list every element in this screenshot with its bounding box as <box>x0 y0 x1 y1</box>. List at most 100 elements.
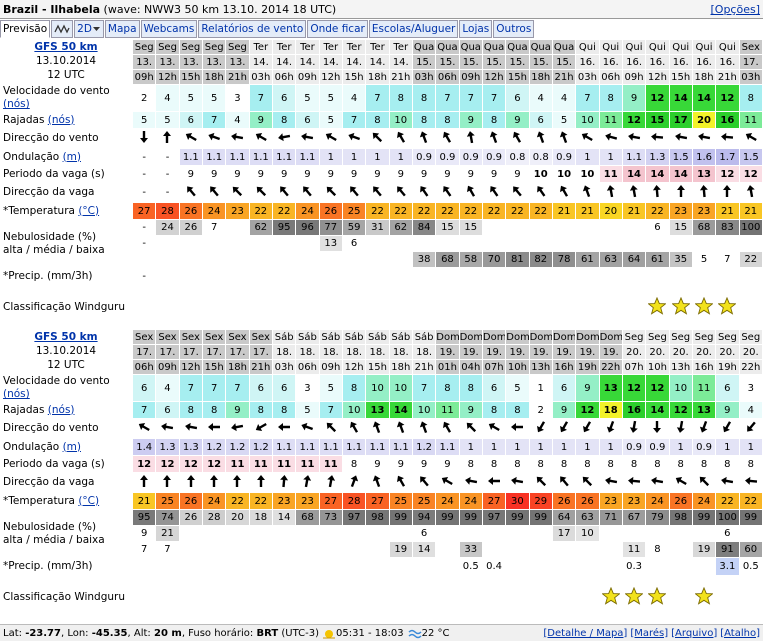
arrow-shape <box>604 132 617 141</box>
rating-cell <box>296 576 320 620</box>
time-header: Seg <box>692 330 717 345</box>
value-cell: 13 <box>692 166 717 183</box>
value-cell: 23 <box>599 493 623 510</box>
value-cell <box>576 268 600 286</box>
unit-link[interactable]: (m) <box>62 440 81 453</box>
tab[interactable]: Previsão <box>0 20 51 38</box>
direction-arrow <box>373 421 381 434</box>
time-header: 19h <box>576 360 600 375</box>
rating-star <box>600 586 621 605</box>
value-cell <box>412 236 437 252</box>
arrow-shape <box>466 131 475 144</box>
unit-link[interactable]: (°C) <box>78 494 100 507</box>
direction-arrow <box>606 420 615 433</box>
value-cell: 6 <box>296 112 320 129</box>
value-cell: 11 <box>599 112 623 129</box>
value-cell <box>156 268 180 286</box>
value-cell <box>226 252 250 268</box>
value-cell: 100 <box>739 220 763 236</box>
value-cell <box>552 419 577 439</box>
value-cell: - <box>133 149 157 166</box>
value-cell <box>436 419 460 439</box>
tab[interactable]: Onde ficar <box>307 20 368 38</box>
value-cell: 26 <box>319 203 343 220</box>
arrow-shape <box>560 476 569 487</box>
time-header: 17. <box>739 55 763 70</box>
lon-label: , Lon: <box>60 627 89 639</box>
footer-link[interactable]: [Marés] <box>630 627 669 639</box>
value-cell <box>249 268 273 286</box>
value-cell: - <box>133 268 157 286</box>
direction-arrow <box>629 185 638 198</box>
time-header: 09h <box>133 70 157 85</box>
unit-link[interactable]: (nós) <box>3 388 30 400</box>
time-header: 16. <box>646 55 670 70</box>
arrow-shape <box>278 423 291 431</box>
footer-link[interactable]: [Detalhe / Mapa] <box>543 627 628 639</box>
value-cell <box>249 236 273 252</box>
value-cell <box>506 236 530 252</box>
row-label-text: Direcção do vento <box>3 132 99 144</box>
time-header: Qui <box>576 40 600 55</box>
value-cell: 0.9 <box>482 149 507 166</box>
rating-cell <box>506 286 530 330</box>
rating-cell <box>226 576 250 620</box>
value-cell <box>436 526 460 542</box>
tab[interactable]: Mapa <box>104 20 140 38</box>
arrow-shape <box>255 133 267 142</box>
tab[interactable]: Outros <box>493 20 535 38</box>
value-cell: 1 <box>529 375 553 402</box>
value-cell: 1.1 <box>202 149 227 166</box>
row-label: Nebulosidade (%) alta / média / baixa <box>0 220 133 268</box>
direction-arrow <box>464 476 477 485</box>
value-cell: 1.7 <box>716 149 740 166</box>
tab[interactable]: Escolas/Aluguer <box>368 20 459 38</box>
value-cell <box>366 542 390 558</box>
unit-link[interactable]: (°C) <box>78 204 100 217</box>
value-cell <box>576 183 600 203</box>
value-cell <box>179 419 203 439</box>
data-row: Periodo da vaga (s) 12 12 12 12 11 11 11 11 11 8 9 9… <box>0 456 763 473</box>
value-cell: 38 <box>412 252 437 268</box>
value-cell <box>412 558 437 576</box>
unit-link[interactable]: (nós) <box>3 98 30 110</box>
tab[interactable]: Relatórios de vento <box>198 20 307 38</box>
model-link[interactable]: GFS 50 km <box>34 41 98 53</box>
unit-link[interactable]: (nós) <box>47 403 75 416</box>
rating-cell <box>272 286 297 330</box>
value-cell: 24 <box>156 220 180 236</box>
arrow-shape <box>511 476 524 485</box>
footer-link[interactable]: [Atalho] <box>720 627 760 639</box>
value-cell: 23 <box>669 203 693 220</box>
header-row: 13. 13. 13. 13. 13. 14. 14. 14. 14. 14. 14. 14. 15. 1… <box>0 55 763 70</box>
time-header: 12h <box>482 70 507 85</box>
unit-link[interactable]: (m) <box>62 150 81 163</box>
arrow-shape <box>653 421 662 433</box>
direction-arrow <box>233 186 243 197</box>
value-cell <box>506 419 530 439</box>
tab[interactable]: Webcams <box>140 20 198 38</box>
direction-arrow <box>419 421 428 434</box>
tab-label: 2D <box>77 23 92 35</box>
value-cell: 63 <box>576 510 600 526</box>
value-cell: 1 <box>599 149 623 166</box>
rating-cell <box>156 576 180 620</box>
footer-link[interactable]: [Arquivo] <box>671 627 718 639</box>
value-cell: 6 <box>249 375 273 402</box>
direction-arrow <box>744 476 757 485</box>
value-cell <box>272 183 297 203</box>
time-header: 15. <box>529 55 553 70</box>
chart-icon-tab[interactable] <box>51 20 74 38</box>
tab[interactable]: 2D <box>74 20 104 38</box>
model-link[interactable]: GFS 50 km <box>34 331 98 343</box>
options-link[interactable]: [Opções] <box>710 3 761 16</box>
value-cell <box>669 558 693 576</box>
rating-cell <box>249 286 273 330</box>
tab[interactable]: Lojas <box>459 20 493 38</box>
unit-link[interactable]: (nós) <box>47 113 75 126</box>
value-cell <box>296 268 320 286</box>
value-cell <box>552 220 577 236</box>
value-cell <box>133 129 157 149</box>
time-header: Seg <box>179 40 203 55</box>
time-header: 15. <box>459 55 483 70</box>
